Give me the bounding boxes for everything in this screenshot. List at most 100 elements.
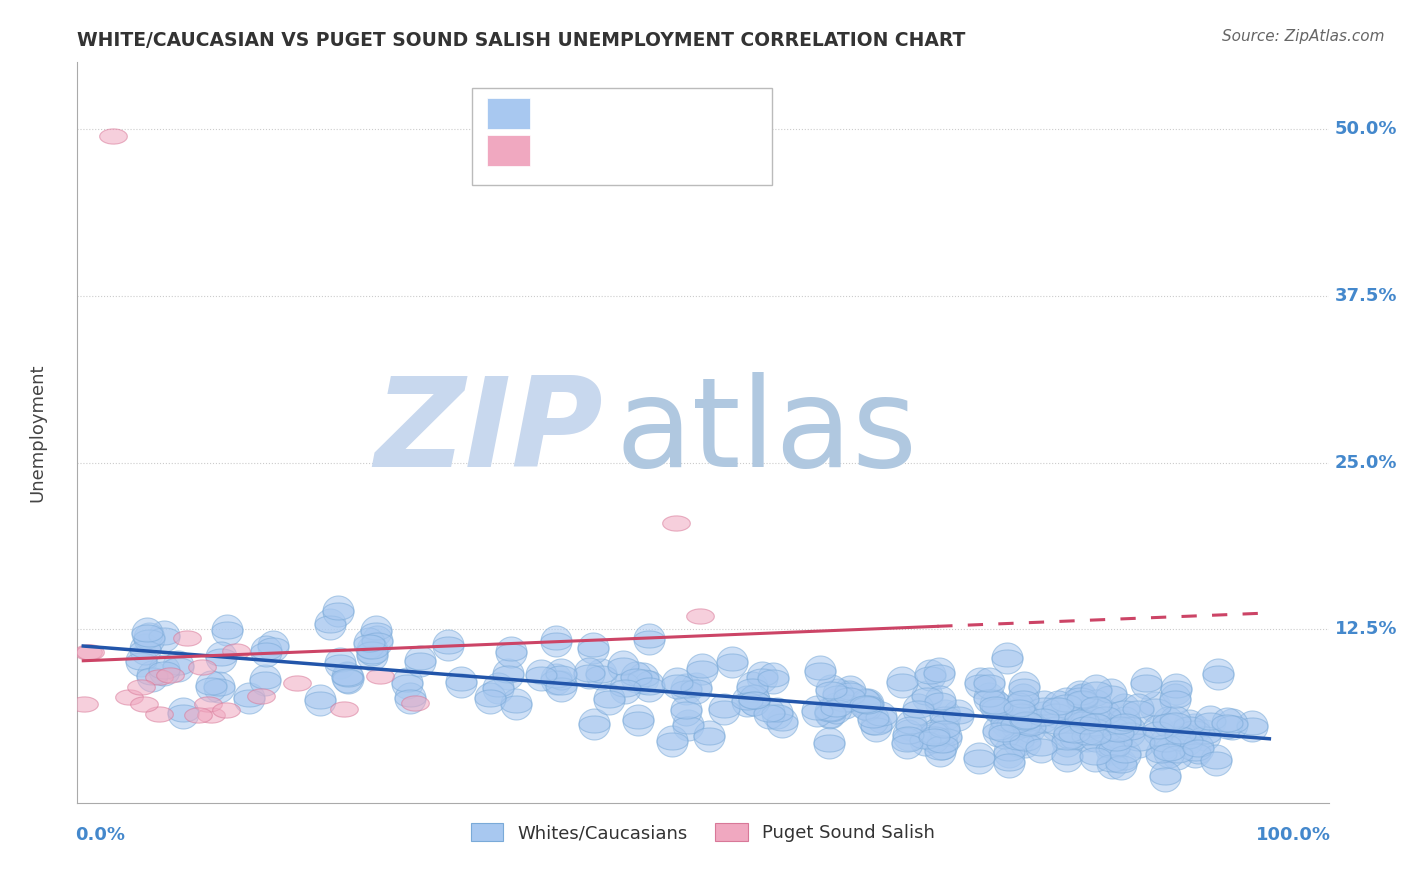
Point bbox=[396, 676, 419, 690]
Point bbox=[806, 704, 828, 718]
Point bbox=[1069, 711, 1091, 725]
Point bbox=[922, 730, 945, 744]
Point bbox=[855, 698, 877, 712]
Point bbox=[1085, 683, 1108, 698]
Point bbox=[977, 676, 1000, 690]
Point bbox=[839, 684, 862, 698]
Point bbox=[73, 697, 96, 711]
Point bbox=[129, 654, 152, 668]
Point bbox=[675, 682, 697, 697]
Point bbox=[1153, 770, 1175, 784]
Point bbox=[172, 706, 194, 721]
Point bbox=[761, 671, 783, 685]
Point bbox=[505, 697, 527, 711]
Point bbox=[134, 698, 156, 712]
Point bbox=[627, 714, 650, 728]
Point bbox=[131, 680, 153, 694]
Point bbox=[834, 697, 856, 711]
Point bbox=[969, 676, 991, 690]
Point bbox=[399, 690, 422, 705]
Point bbox=[721, 656, 744, 670]
Point bbox=[582, 640, 605, 655]
Point bbox=[862, 712, 884, 726]
Point bbox=[995, 715, 1018, 730]
Point bbox=[479, 690, 502, 705]
Point bbox=[1144, 700, 1167, 714]
Point bbox=[721, 656, 744, 670]
Point bbox=[907, 702, 929, 716]
Point bbox=[1083, 720, 1105, 734]
Point bbox=[1045, 706, 1067, 720]
Point bbox=[1220, 717, 1243, 731]
Point bbox=[550, 679, 572, 693]
Point bbox=[578, 665, 600, 680]
Point bbox=[254, 644, 277, 658]
Point bbox=[984, 698, 1007, 712]
Point bbox=[1012, 680, 1035, 694]
Text: R =  0.226   N =  24: R = 0.226 N = 24 bbox=[544, 142, 762, 160]
Point bbox=[1014, 714, 1036, 729]
Point bbox=[138, 631, 160, 645]
Point bbox=[1029, 740, 1052, 755]
Point bbox=[1109, 718, 1132, 732]
Point bbox=[665, 676, 688, 690]
Point bbox=[934, 708, 956, 723]
Point bbox=[1063, 727, 1085, 741]
Point bbox=[918, 667, 941, 681]
Point bbox=[336, 670, 359, 684]
Point bbox=[697, 729, 720, 743]
Point bbox=[685, 681, 707, 695]
Point bbox=[1084, 714, 1107, 729]
Point bbox=[134, 642, 156, 657]
Point bbox=[735, 693, 758, 707]
Point bbox=[661, 734, 683, 748]
Point bbox=[900, 717, 922, 731]
Point bbox=[1101, 719, 1123, 733]
Point bbox=[1054, 696, 1077, 710]
Point bbox=[993, 726, 1015, 740]
Point bbox=[1163, 691, 1185, 706]
Point bbox=[890, 675, 912, 690]
Point bbox=[820, 683, 842, 698]
Point bbox=[1114, 747, 1136, 761]
Point bbox=[1101, 756, 1123, 771]
Point bbox=[1019, 720, 1042, 734]
Point bbox=[544, 634, 567, 648]
Point bbox=[1084, 729, 1107, 743]
Point bbox=[675, 682, 697, 697]
Point bbox=[661, 734, 683, 748]
Text: 25.0%: 25.0% bbox=[1334, 454, 1398, 472]
Point bbox=[197, 698, 219, 712]
Point bbox=[1128, 734, 1150, 748]
Point bbox=[1126, 702, 1149, 716]
Point bbox=[638, 632, 661, 647]
Point bbox=[818, 736, 841, 750]
Point bbox=[1033, 698, 1056, 713]
Point bbox=[505, 697, 527, 711]
Point bbox=[1056, 734, 1078, 748]
Point bbox=[1101, 719, 1123, 733]
Text: 100.0%: 100.0% bbox=[1256, 827, 1331, 845]
Point bbox=[896, 736, 918, 750]
Point bbox=[138, 631, 160, 645]
Point bbox=[1208, 667, 1230, 681]
Point bbox=[631, 671, 654, 685]
Point bbox=[262, 639, 284, 653]
Point bbox=[254, 673, 277, 687]
Point bbox=[928, 665, 950, 680]
Point bbox=[153, 663, 176, 677]
Point bbox=[638, 632, 661, 647]
Point bbox=[1008, 701, 1031, 715]
Point bbox=[207, 680, 229, 694]
Point bbox=[79, 645, 101, 659]
Text: Source: ZipAtlas.com: Source: ZipAtlas.com bbox=[1222, 29, 1385, 44]
Point bbox=[141, 668, 163, 682]
Point bbox=[215, 703, 238, 717]
Point bbox=[827, 687, 849, 701]
Point bbox=[200, 707, 222, 722]
Point bbox=[1012, 722, 1035, 736]
Point bbox=[1056, 749, 1078, 764]
Point bbox=[141, 668, 163, 682]
Point bbox=[550, 666, 572, 681]
Point bbox=[361, 642, 384, 657]
